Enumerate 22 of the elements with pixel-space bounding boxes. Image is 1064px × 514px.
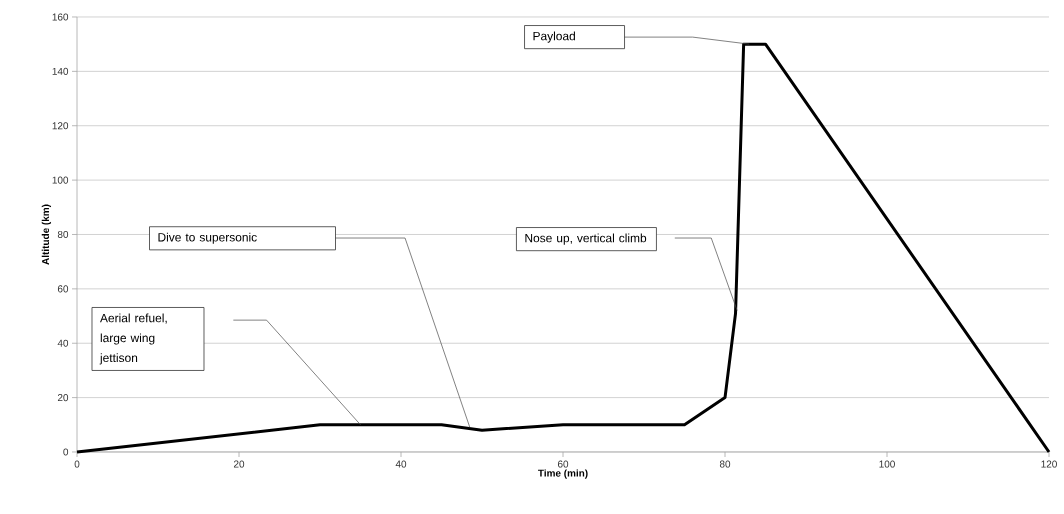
y-tick-label: 20 <box>57 394 69 402</box>
y-tick-label: 100 <box>52 176 69 184</box>
x-axis-title: Time (min) <box>538 469 588 479</box>
x-tick-label: 0 <box>74 460 80 468</box>
annotation: Dive to supersonic <box>158 232 257 244</box>
annotation: Payload <box>533 31 575 43</box>
y-axis-title: Altitude (km) <box>41 204 52 265</box>
y-tick-label: 160 <box>52 13 69 21</box>
x-tick-label: 100 <box>879 460 895 468</box>
y-tick-label: 80 <box>57 230 69 239</box>
annotation: Nose up, vertical climb <box>525 233 647 245</box>
y-tick-label: 0 <box>63 448 69 456</box>
annotation: Aerial refuel, large wing jettison <box>99 313 167 365</box>
x-tick-label: 60 <box>557 460 569 468</box>
x-tick-label: 80 <box>719 460 731 468</box>
x-tick-label: 20 <box>233 460 245 468</box>
y-tick-label: 140 <box>52 67 69 75</box>
x-tick-label: 120 <box>1041 460 1057 468</box>
y-tick-label: 40 <box>57 339 69 347</box>
x-tick-label: 40 <box>395 460 407 468</box>
y-tick-label: 120 <box>52 122 69 130</box>
y-tick-label: 60 <box>57 285 69 293</box>
